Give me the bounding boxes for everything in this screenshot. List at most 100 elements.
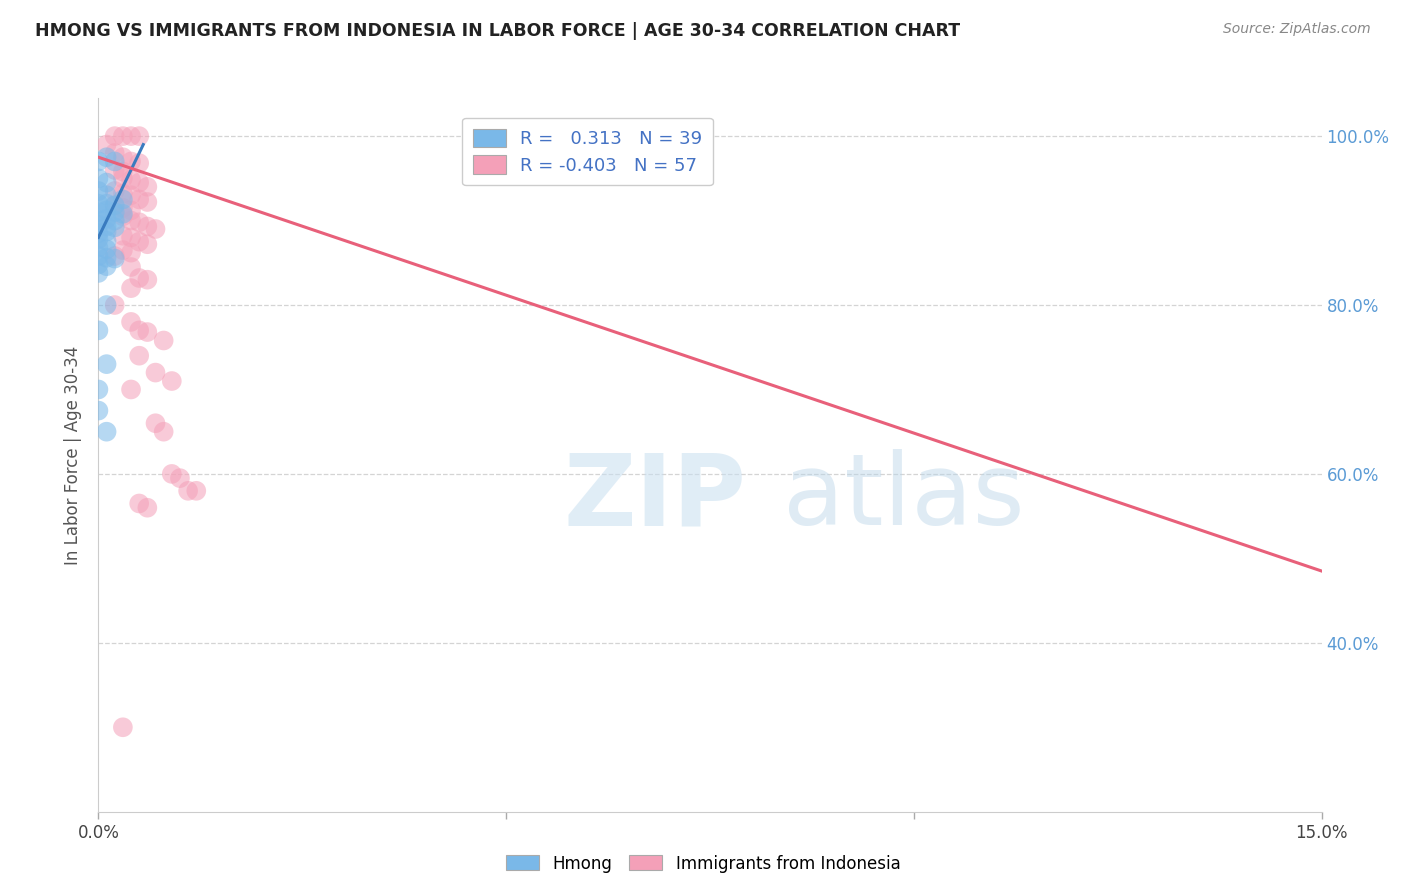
Point <box>87 213 110 227</box>
Point <box>87 249 110 263</box>
Point <box>87 196 110 211</box>
Text: ZIP: ZIP <box>564 450 747 546</box>
Point <box>120 203 142 218</box>
Point <box>104 129 127 144</box>
Point <box>160 467 183 481</box>
Point <box>128 349 150 363</box>
Point <box>96 259 118 273</box>
Point <box>87 154 110 169</box>
Point <box>104 162 127 177</box>
Legend: Hmong, Immigrants from Indonesia: Hmong, Immigrants from Indonesia <box>499 848 907 880</box>
Point <box>104 252 127 266</box>
Point <box>120 129 142 144</box>
Point <box>120 383 142 397</box>
Point <box>136 237 159 252</box>
Point <box>87 171 110 186</box>
Text: HMONG VS IMMIGRANTS FROM INDONESIA IN LABOR FORCE | AGE 30-34 CORRELATION CHART: HMONG VS IMMIGRANTS FROM INDONESIA IN LA… <box>35 22 960 40</box>
Point <box>104 154 127 169</box>
Point <box>128 176 150 190</box>
Point <box>120 245 142 260</box>
Point <box>111 150 134 164</box>
Point <box>120 213 142 227</box>
Point <box>177 483 200 498</box>
Point <box>120 315 142 329</box>
Point <box>152 425 174 439</box>
Point <box>120 188 142 202</box>
Point <box>96 150 118 164</box>
Point <box>96 188 118 202</box>
Text: Source: ZipAtlas.com: Source: ZipAtlas.com <box>1223 22 1371 37</box>
Point <box>111 171 134 186</box>
Point <box>96 242 118 256</box>
Point <box>136 219 159 234</box>
Point <box>104 184 127 198</box>
Point <box>152 334 174 348</box>
Point <box>87 383 110 397</box>
Point <box>87 226 110 240</box>
Point <box>96 298 118 312</box>
Point <box>104 298 127 312</box>
Point <box>87 205 110 219</box>
Point <box>120 230 142 244</box>
Point <box>136 194 159 209</box>
Point <box>169 471 191 485</box>
Point <box>87 184 110 198</box>
Point <box>128 496 150 510</box>
Point <box>111 207 134 221</box>
Point <box>128 193 150 207</box>
Point <box>96 211 118 226</box>
Point <box>136 500 159 515</box>
Point <box>120 154 142 169</box>
Point <box>96 234 118 248</box>
Point <box>111 164 134 178</box>
Point <box>104 198 127 212</box>
Point <box>145 416 167 430</box>
Text: atlas: atlas <box>783 450 1025 546</box>
Point <box>104 198 127 212</box>
Point <box>136 325 159 339</box>
Point <box>104 146 127 161</box>
Point <box>96 225 118 239</box>
Point <box>111 243 134 257</box>
Point <box>136 273 159 287</box>
Point <box>87 403 110 417</box>
Point <box>87 241 110 255</box>
Point <box>96 137 118 152</box>
Point <box>120 173 142 187</box>
Point <box>96 219 118 234</box>
Point <box>128 271 150 285</box>
Point <box>111 129 134 144</box>
Point <box>111 201 134 215</box>
Point <box>128 215 150 229</box>
Point <box>120 260 142 274</box>
Point <box>160 374 183 388</box>
Point <box>128 129 150 144</box>
Point <box>145 222 167 236</box>
Point <box>104 220 127 235</box>
Point <box>111 186 134 201</box>
Point <box>128 156 150 170</box>
Point <box>120 281 142 295</box>
Point <box>87 218 110 232</box>
Legend: R =   0.313   N = 39, R = -0.403   N = 57: R = 0.313 N = 39, R = -0.403 N = 57 <box>463 118 713 186</box>
Point <box>96 203 118 218</box>
Point <box>96 251 118 265</box>
Point <box>111 193 134 207</box>
Point <box>128 323 150 337</box>
Point <box>87 258 110 272</box>
Point <box>111 720 134 734</box>
Point <box>96 357 118 371</box>
Point <box>104 213 127 227</box>
Point <box>111 210 134 224</box>
Point <box>111 228 134 243</box>
Point <box>104 205 127 219</box>
Point <box>96 196 118 211</box>
Point <box>96 425 118 439</box>
Point <box>96 176 118 190</box>
Point <box>186 483 208 498</box>
Point <box>87 232 110 246</box>
Y-axis label: In Labor Force | Age 30-34: In Labor Force | Age 30-34 <box>65 345 83 565</box>
Point <box>145 366 167 380</box>
Point <box>87 323 110 337</box>
Point <box>128 235 150 249</box>
